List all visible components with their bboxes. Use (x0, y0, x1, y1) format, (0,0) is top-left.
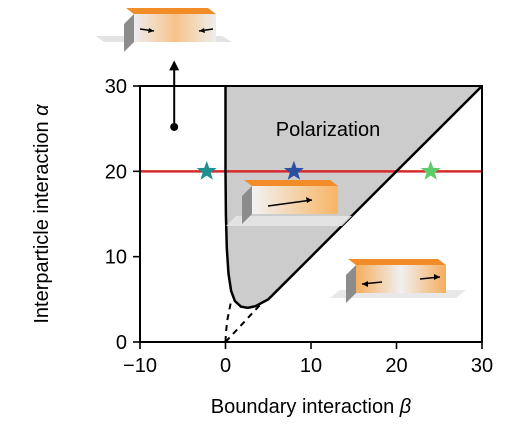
x-axis-title: Boundary interaction β (211, 396, 411, 418)
y-tick-label: 0 (116, 332, 127, 354)
y-axis-title: Interparticle interaction α (31, 104, 53, 324)
x-tick-label: 30 (471, 355, 493, 377)
phase-boundary-dashed (224, 303, 261, 343)
bar-illustration-inward (96, 8, 232, 52)
arrow-start-dot (170, 122, 179, 131)
x-tick-label: 10 (300, 355, 322, 377)
x-tick-label: 20 (385, 355, 407, 377)
y-axis-ticks: 0 10 20 30 (105, 76, 140, 354)
bar-illustration-outward (330, 259, 466, 303)
y-tick-label: 30 (105, 76, 127, 98)
phase-boundary-curve (224, 86, 482, 310)
y-tick-label: 20 (105, 161, 127, 183)
star-marker-1 (283, 160, 304, 180)
region-label: Polarization (276, 119, 381, 141)
arrow-up-icon (169, 60, 180, 131)
dashed-boundary-1 (224, 304, 261, 343)
dashed-boundary-0 (224, 303, 232, 343)
polarization-region (225, 86, 482, 308)
bar-illustration-polarized (226, 180, 352, 226)
star-marker-0 (196, 160, 217, 180)
y-tick-label: 10 (105, 247, 127, 269)
x-tick-label: −10 (123, 355, 157, 377)
arrow-head (169, 60, 180, 71)
x-tick-label: 0 (220, 355, 231, 377)
x-axis-ticks: −10 0 10 20 30 (123, 342, 493, 377)
star-marker-2 (420, 160, 441, 180)
markers (196, 160, 441, 180)
